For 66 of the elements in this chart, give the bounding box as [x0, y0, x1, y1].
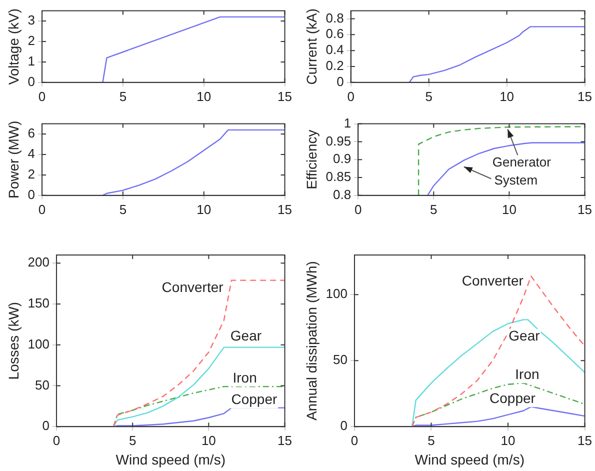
series-label: Gear: [508, 328, 540, 344]
x-tick-label: 10: [196, 88, 212, 104]
y-tick-label: 0.85: [326, 169, 352, 184]
x-tick-label: 15: [578, 432, 592, 448]
y-tick-label: 1: [344, 115, 352, 130]
x-tick-label: 5: [119, 88, 127, 104]
y-tick-label: 50: [333, 352, 348, 368]
x-tick-label: 15: [578, 202, 592, 217]
series-label: Copper: [490, 390, 536, 406]
x-tick-label: 15: [278, 88, 292, 104]
y-tick-label: 0: [336, 74, 344, 89]
y-tick-label: 3: [28, 12, 36, 28]
series-label: Converter: [162, 278, 224, 295]
x-tick-label: 15: [278, 432, 292, 448]
line-series: [411, 276, 585, 427]
series-label: Converter: [462, 272, 524, 288]
series-label: Iron: [515, 366, 540, 382]
x-tick-label: 10: [500, 432, 516, 448]
y-tick-label: 0.95: [326, 133, 352, 148]
annotation: System: [494, 172, 538, 188]
x-axis-title: Wind speed (m/s): [116, 451, 226, 468]
y-tick-label: 150: [28, 296, 50, 311]
y-axis-title: Annual dissipation (MWh): [303, 261, 320, 421]
y-tick-label: 0: [340, 418, 348, 434]
y-tick-label: 0: [42, 418, 50, 434]
y-axis-title: Power (MW): [5, 120, 22, 198]
y-axis-title: Current (kA): [303, 8, 320, 85]
y-tick-label: 0.6: [326, 26, 344, 42]
y-tick-label: 0.9: [333, 151, 352, 166]
x-tick-label: 10: [201, 432, 216, 448]
series-label: Copper: [231, 391, 278, 408]
y-tick-label: 100: [326, 286, 348, 302]
y-tick-label: 4: [28, 146, 36, 162]
y-tick-label: 100: [28, 336, 50, 352]
x-tick-label: 5: [425, 88, 432, 104]
y-tick-label: 6: [28, 126, 36, 141]
x-tick-label: 0: [52, 432, 60, 448]
x-axis-title: Wind speed (m/s): [414, 451, 524, 468]
x-tick-label: 5: [128, 432, 136, 448]
y-axis-title: Losses (kW): [5, 302, 22, 380]
x-tick-label: 15: [578, 88, 592, 104]
y-tick-label: 0.8: [326, 10, 344, 26]
y-tick-label: 0.8: [333, 186, 352, 202]
series-label: Iron: [232, 369, 257, 386]
y-tick-label: 2: [28, 33, 36, 48]
y-tick-label: 200: [28, 254, 50, 270]
y-tick-label: 0: [28, 186, 36, 202]
x-tick-label: 10: [196, 202, 212, 217]
y-tick-label: 50: [35, 377, 50, 392]
annotation: Generator: [492, 154, 552, 170]
x-tick-label: 10: [502, 202, 516, 217]
x-tick-label: 5: [119, 202, 127, 217]
line-series: [112, 280, 285, 427]
y-axis-title: Efficiency: [303, 130, 320, 190]
series-label: Gear: [230, 328, 262, 344]
y-tick-label: 0: [28, 74, 36, 89]
y-tick-label: 0.4: [326, 42, 344, 58]
x-tick-label: 15: [278, 202, 292, 217]
x-tick-label: 10: [500, 88, 514, 104]
x-tick-label: 5: [428, 432, 435, 448]
y-tick-label: 2: [28, 166, 36, 182]
y-axis-title: Voltage (kV): [5, 8, 22, 85]
x-tick-label: 0: [354, 202, 362, 217]
x-tick-label: 5: [430, 202, 438, 217]
y-tick-label: 1: [28, 54, 36, 69]
y-tick-label: 0.2: [326, 58, 344, 74]
